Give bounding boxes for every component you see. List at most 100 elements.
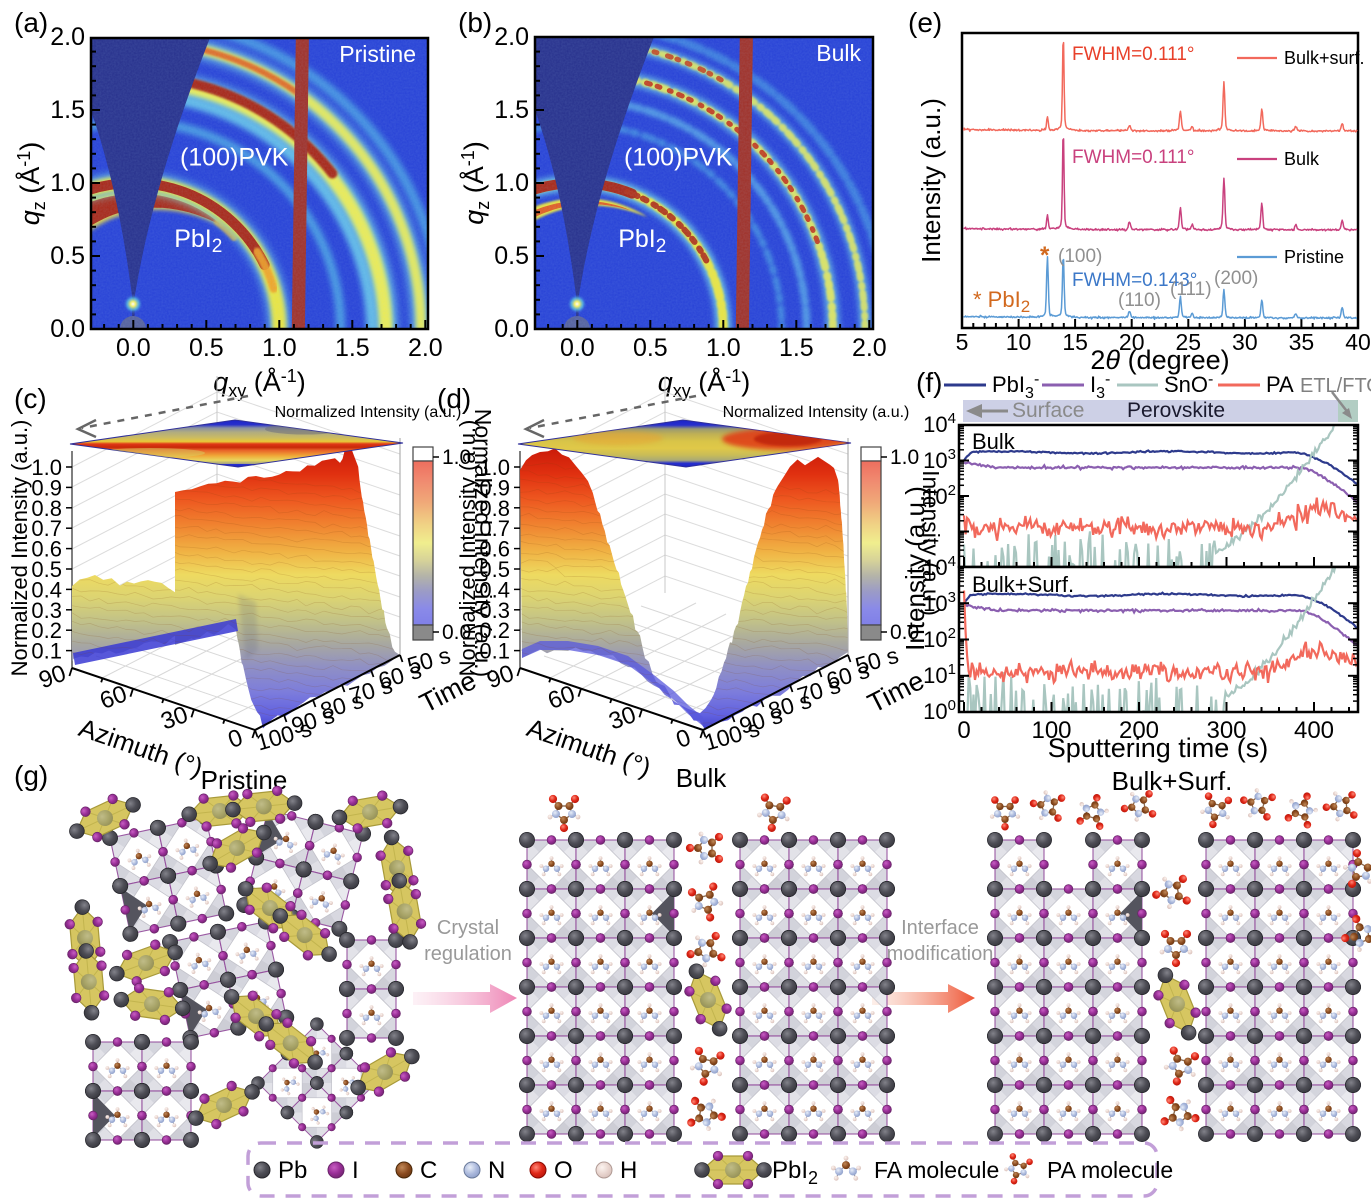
- svg-text:Normalized Intensity (a.u.): Normalized Intensity (a.u.): [723, 404, 910, 421]
- svg-text:Pb: Pb: [278, 1157, 307, 1184]
- svg-text:ETL/FTO: ETL/FTO: [1300, 375, 1371, 397]
- svg-text:0.0: 0.0: [116, 334, 151, 362]
- svg-text:(e): (e): [908, 7, 942, 38]
- svg-text:Sputtering time (s): Sputtering time (s): [1048, 733, 1269, 763]
- svg-text:400: 400: [1294, 717, 1334, 744]
- svg-text:0.5: 0.5: [633, 334, 668, 362]
- svg-text:0.9: 0.9: [479, 475, 510, 500]
- svg-text:I: I: [352, 1157, 359, 1184]
- svg-text:(100)PVK: (100)PVK: [624, 143, 733, 171]
- svg-text:0.1: 0.1: [31, 639, 62, 664]
- svg-text:Pristine: Pristine: [339, 41, 416, 67]
- svg-text:2.0: 2.0: [494, 23, 529, 51]
- svg-text:0.2: 0.2: [479, 618, 510, 643]
- svg-text:Normalized Intensity (a.u.): Normalized Intensity (a.u.): [275, 404, 462, 421]
- svg-text:0.5: 0.5: [50, 242, 85, 270]
- svg-text:(g): (g): [14, 760, 48, 791]
- svg-text:Bulk: Bulk: [816, 40, 861, 66]
- svg-text:1.5: 1.5: [779, 334, 814, 362]
- svg-text:15: 15: [1062, 329, 1088, 355]
- svg-text:101: 101: [923, 661, 956, 688]
- svg-text:35: 35: [1289, 329, 1315, 355]
- svg-text:0.4: 0.4: [31, 577, 62, 602]
- svg-text:(111): (111): [1170, 279, 1212, 300]
- svg-text:Bulk+Surf.: Bulk+Surf.: [972, 572, 1074, 597]
- svg-text:1.5: 1.5: [50, 96, 85, 124]
- svg-text:N: N: [488, 1157, 505, 1184]
- svg-text:300: 300: [1206, 717, 1246, 744]
- svg-text:200: 200: [1119, 717, 1159, 744]
- svg-text:0.3: 0.3: [479, 598, 510, 623]
- svg-text:(100)PVK: (100)PVK: [180, 143, 289, 171]
- svg-text:1.0: 1.0: [494, 169, 529, 197]
- svg-text:FWHM=0.111°: FWHM=0.111°: [1072, 147, 1195, 168]
- svg-text:0.0: 0.0: [442, 621, 471, 644]
- svg-text:1.0: 1.0: [890, 446, 919, 469]
- svg-text:PbI3-: PbI3-: [992, 371, 1039, 402]
- svg-text:20: 20: [1119, 329, 1145, 355]
- svg-text:1.0: 1.0: [50, 169, 85, 197]
- svg-text:Normalized Intensity (a.u.): Normalized Intensity (a.u.): [7, 420, 32, 677]
- svg-text:5: 5: [956, 329, 969, 355]
- svg-text:(d): (d): [437, 383, 471, 414]
- svg-text:Crystal: Crystal: [437, 917, 499, 939]
- svg-text:2.0: 2.0: [50, 23, 85, 51]
- svg-text:(b): (b): [458, 7, 492, 38]
- svg-text:Bulk+Surf.: Bulk+Surf.: [1112, 766, 1233, 796]
- svg-text:1.0: 1.0: [442, 446, 471, 469]
- svg-text:30: 30: [1232, 329, 1258, 355]
- svg-text:Bulk: Bulk: [1284, 149, 1320, 169]
- svg-text:(c): (c): [14, 383, 47, 414]
- svg-text:FWHM=0.143°: FWHM=0.143°: [1072, 270, 1197, 291]
- svg-text:0.5: 0.5: [31, 557, 62, 582]
- svg-text:0.8: 0.8: [31, 496, 62, 521]
- svg-text:(110): (110): [1118, 290, 1161, 311]
- svg-text:qz (Å-1): qz (Å-1): [14, 142, 49, 226]
- svg-text:1.0: 1.0: [31, 455, 62, 480]
- svg-text:0.5: 0.5: [494, 242, 529, 270]
- svg-text:PA molecule: PA molecule: [1047, 1157, 1173, 1183]
- svg-text:100: 100: [1031, 717, 1071, 744]
- svg-text:Intensity (a.u.): Intensity (a.u.): [900, 486, 930, 651]
- svg-text:Bulk+surf.: Bulk+surf.: [1284, 48, 1365, 68]
- svg-text:FWHM=0.111°: FWHM=0.111°: [1072, 44, 1195, 65]
- svg-text:104: 104: [923, 410, 956, 437]
- svg-text:0.6: 0.6: [479, 537, 510, 562]
- svg-text:SnO-: SnO-: [1164, 371, 1213, 397]
- svg-text:0: 0: [957, 717, 970, 744]
- svg-text:0.5: 0.5: [189, 334, 224, 362]
- svg-text:2θ (degree): 2θ (degree): [1090, 345, 1229, 375]
- svg-text:Interface: Interface: [901, 917, 979, 939]
- svg-text:0.7: 0.7: [31, 516, 62, 541]
- svg-text:2.0: 2.0: [852, 334, 887, 362]
- svg-text:qxy (Å-1): qxy (Å-1): [213, 366, 306, 401]
- svg-text:Bulk: Bulk: [972, 429, 1016, 454]
- svg-text:1.0: 1.0: [706, 334, 741, 362]
- svg-text:qz (Å-1): qz (Å-1): [458, 141, 493, 225]
- svg-text:Pristine: Pristine: [1284, 247, 1344, 267]
- svg-text:Intensity (a.u.): Intensity (a.u.): [916, 98, 946, 263]
- svg-text:2.0: 2.0: [408, 334, 443, 362]
- svg-text:0.0: 0.0: [890, 621, 919, 644]
- svg-text:0.8: 0.8: [479, 496, 510, 521]
- svg-text:(200): (200): [1214, 268, 1258, 289]
- svg-text:0.1: 0.1: [479, 639, 510, 664]
- svg-text:O: O: [554, 1157, 573, 1184]
- svg-text:Intensity (a.u.): Intensity (a.u.): [918, 470, 944, 616]
- svg-text:Bulk: Bulk: [676, 763, 728, 793]
- svg-text:0.6: 0.6: [31, 537, 62, 562]
- svg-text:0.9: 0.9: [31, 475, 62, 500]
- svg-text:C: C: [420, 1157, 437, 1184]
- svg-text:0.0: 0.0: [560, 334, 595, 362]
- svg-text:(a): (a): [14, 7, 48, 38]
- svg-text:0.2: 0.2: [31, 618, 62, 643]
- svg-text:regulation: regulation: [424, 943, 512, 965]
- svg-text:(f): (f): [916, 367, 942, 398]
- svg-text:40: 40: [1345, 329, 1371, 355]
- svg-text:0.0: 0.0: [494, 315, 529, 343]
- svg-text:modification: modification: [887, 943, 994, 965]
- svg-text:1.5: 1.5: [335, 334, 370, 362]
- svg-text:Normalized Intensity (a.u.): Normalized Intensity (a.u.): [455, 420, 480, 677]
- svg-text:(100): (100): [1058, 246, 1102, 267]
- svg-text:PA: PA: [1266, 372, 1294, 397]
